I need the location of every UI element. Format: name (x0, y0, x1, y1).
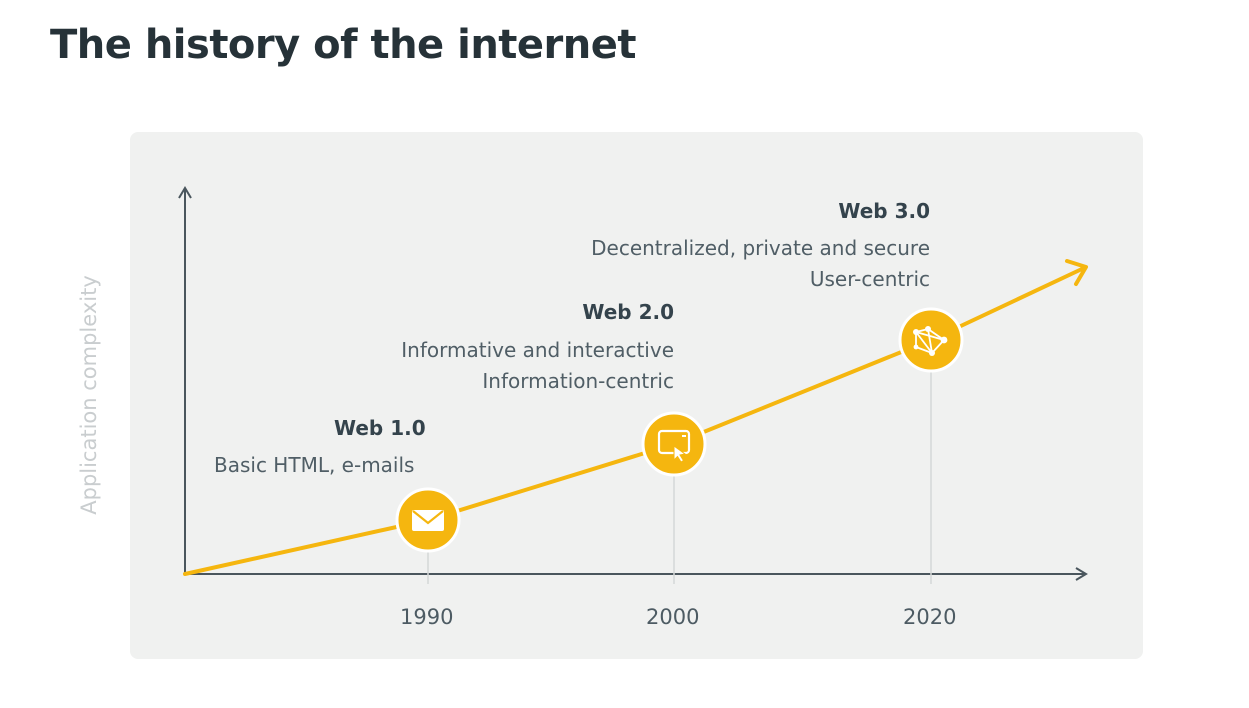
year-label-1990: 1990 (400, 605, 454, 629)
y-axis-arrowhead (178, 186, 192, 199)
era-description-web2-line1: Informative and interactive (401, 338, 674, 362)
era-title-web1: Web 1.0 (334, 416, 426, 440)
envelope-icon (412, 510, 444, 531)
era-node-web2 (641, 411, 707, 477)
page-title: The history of the internet (50, 22, 637, 68)
growth-curve-arrowhead (1065, 259, 1088, 286)
era-description-web3-line2: User-centric (809, 267, 930, 291)
era-description-web1: Basic HTML, e-mails (214, 453, 415, 477)
era-title-web2: Web 2.0 (582, 300, 674, 324)
era-description-web2-line2: Information-centric (482, 369, 674, 393)
era-description-web3-line1: Decentralized, private and secure (591, 236, 930, 260)
era-node-web1 (395, 487, 461, 553)
x-axis-arrowhead (1075, 567, 1088, 581)
year-label-2020: 2020 (903, 605, 957, 629)
y-axis-label: Application complexity (77, 275, 101, 515)
era-node-web3 (898, 307, 964, 373)
browser-click-icon (657, 429, 691, 463)
era-title-web3: Web 3.0 (838, 199, 930, 223)
diagram-panel (130, 132, 1143, 659)
year-label-2000: 2000 (646, 605, 700, 629)
